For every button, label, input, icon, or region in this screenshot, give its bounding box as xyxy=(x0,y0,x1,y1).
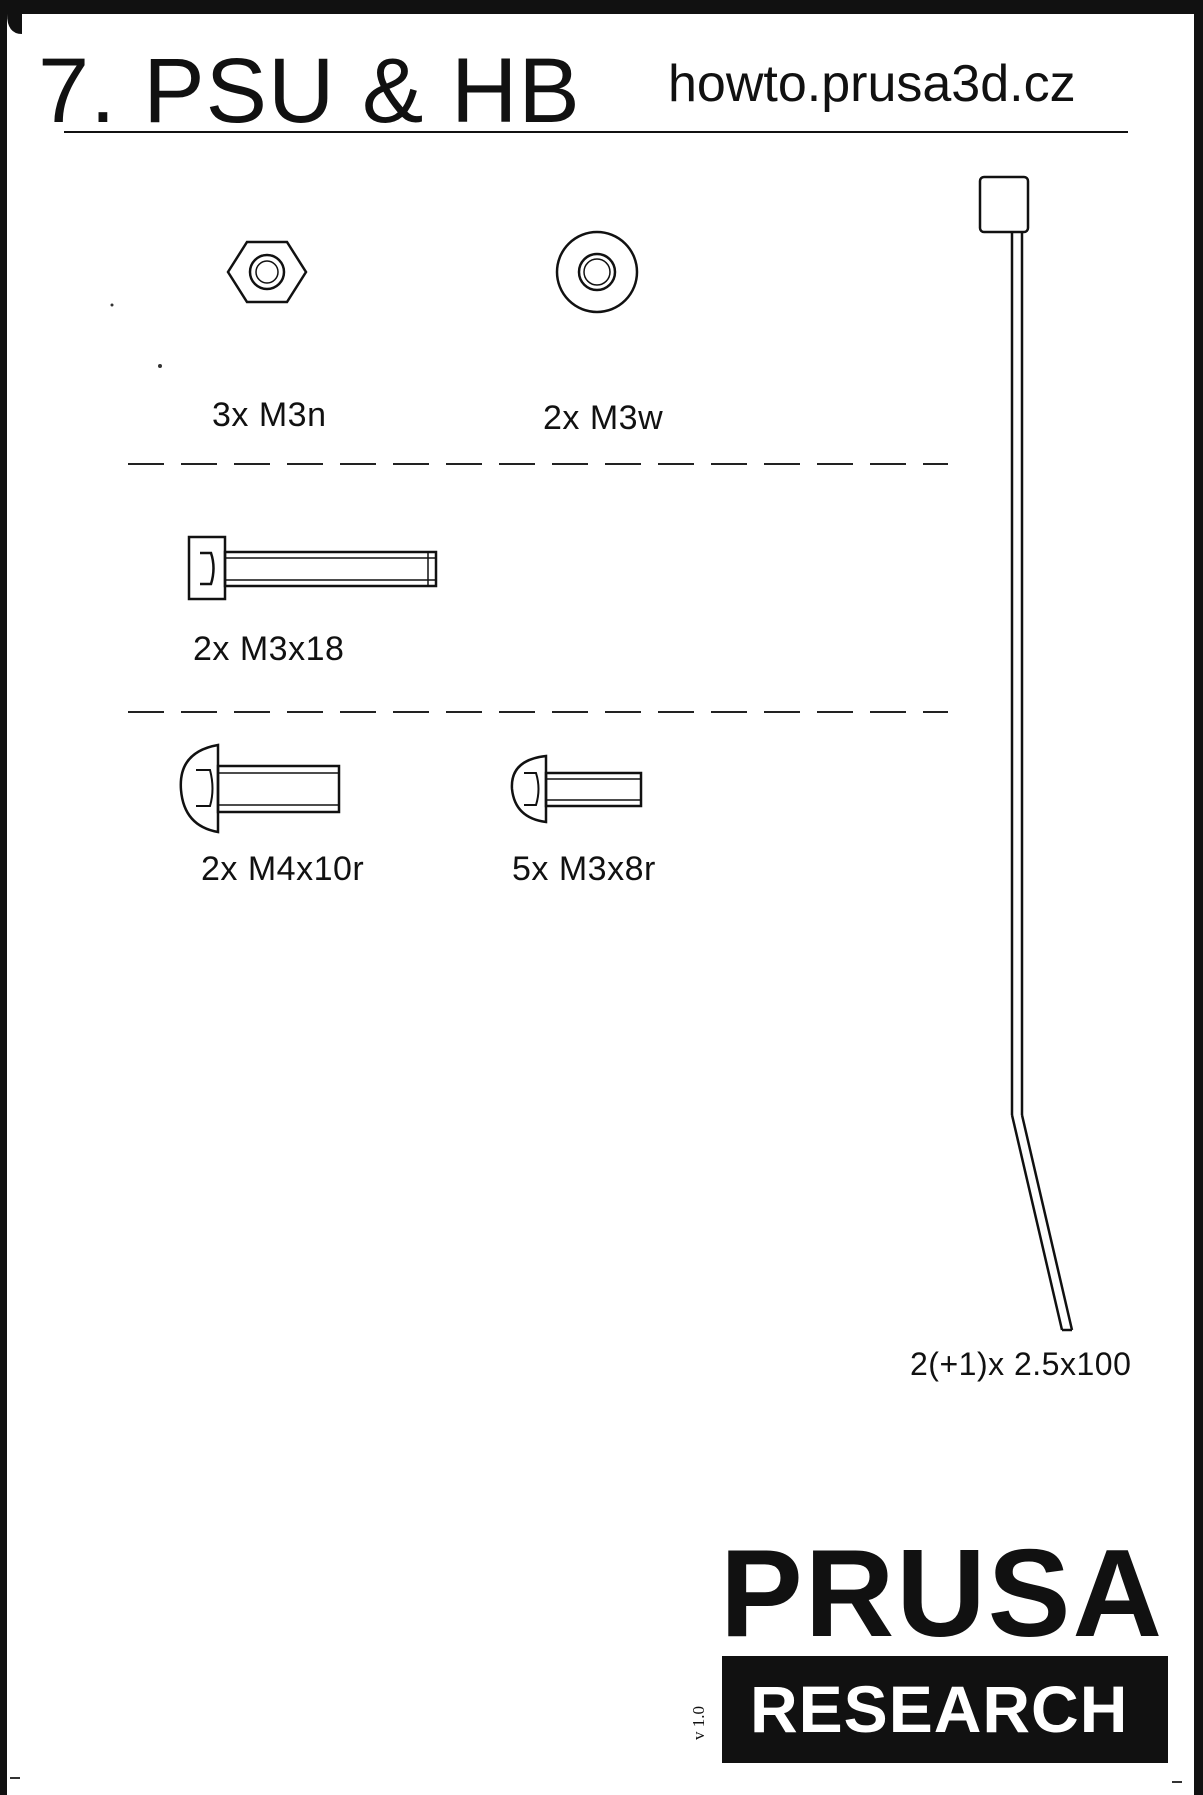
version-label: v 1.0 xyxy=(689,1706,708,1740)
zip-tie-icon xyxy=(978,175,1074,1332)
logo-prusa: PRUSA xyxy=(720,1525,1165,1663)
button-head-screw-m3x8r-icon xyxy=(510,754,643,824)
page-title: 7. PSU & HB xyxy=(38,40,581,142)
scan-speck xyxy=(158,364,162,368)
left-frame-edge xyxy=(0,0,7,1795)
nut-label: 3x M3n xyxy=(212,396,327,434)
washer-label: 2x M3w xyxy=(543,399,664,437)
m3x18-screw-label: 2x M3x18 xyxy=(193,630,345,668)
website-url: howto.prusa3d.cz xyxy=(668,55,1076,113)
socket-head-screw-m3x18-icon xyxy=(187,535,438,601)
hex-nut-icon xyxy=(226,240,308,304)
button-head-screw-m4x10r-icon xyxy=(179,743,341,834)
logo-research-box xyxy=(722,1656,1168,1763)
washer-icon xyxy=(555,230,639,314)
right-frame-edge xyxy=(1194,0,1203,1795)
logo-research: RESEARCH xyxy=(750,1672,1129,1746)
zip-tie-label: 2(+1)x 2.5x100 xyxy=(910,1346,1132,1382)
scan-speck xyxy=(110,303,114,307)
m3x8r-screw-label: 5x M3x8r xyxy=(512,850,656,888)
frame-corner xyxy=(7,14,22,34)
m4x10r-screw-label: 2x M4x10r xyxy=(201,850,365,888)
top-frame-edge xyxy=(0,0,1203,14)
